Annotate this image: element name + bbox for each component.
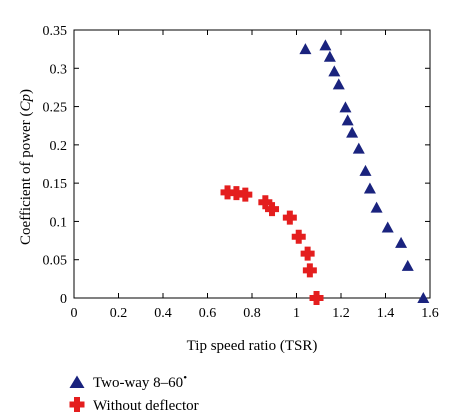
y-axis-title-prefix: Coefficient of power ( (18, 112, 34, 245)
data-point-triangle (328, 65, 341, 77)
data-point-triangle (299, 43, 312, 55)
data-point-triangle (341, 114, 354, 126)
series-0 (299, 39, 430, 303)
legend-item-without-deflector: Without deflector (69, 397, 199, 414)
legend-label-two-way: Two-way 8–60• (93, 372, 187, 391)
data-point-triangle (346, 126, 359, 138)
data-point-triangle (363, 182, 376, 194)
legend-marker-triangle (69, 375, 85, 388)
plot-frame (73, 29, 431, 299)
x-tick-label: 0.6 (199, 306, 217, 321)
data-point-triangle (401, 259, 414, 271)
y-axis-title-suffix: ) (18, 89, 34, 94)
y-tick-label: 0.35 (43, 24, 68, 39)
legend-marker-plus (69, 397, 85, 412)
y-tick-label: 0.2 (50, 139, 68, 154)
legend: Two-way 8–60• Without deflector (69, 372, 199, 414)
data-point-triangle (381, 221, 394, 233)
x-tick-label: 0 (71, 306, 78, 321)
data-point-plus (258, 195, 273, 210)
data-point-triangle (332, 78, 345, 90)
y-tick-label: 0.3 (50, 62, 68, 77)
data-point-plus (291, 229, 306, 244)
y-axis-title-symbol: Cp (18, 94, 34, 112)
x-tick-label: 0.8 (243, 306, 261, 321)
y-axis-title: Coefficient of power (Cp) (18, 89, 34, 245)
legend-label-without-deflector: Without deflector (93, 398, 199, 414)
data-point-plus (302, 263, 317, 278)
x-tick-label: 1 (293, 306, 300, 321)
y-tick-label: 0.15 (43, 177, 68, 192)
data-point-triangle (370, 201, 383, 213)
data-point-plus (220, 185, 235, 200)
x-tick-label: 1.2 (332, 306, 350, 321)
data-point-triangle (395, 236, 408, 248)
data-point-triangle (339, 101, 352, 113)
x-tick-label: 0.2 (110, 306, 128, 321)
data-point-plus (238, 187, 253, 202)
legend-label-two-way-text: Two-way 8–60 (93, 375, 183, 391)
x-tick-label: 1.6 (421, 306, 439, 321)
data-point-triangle (359, 164, 372, 176)
data-point-plus (265, 202, 280, 217)
x-tick-label: 0.4 (154, 306, 172, 321)
data-point-plus (229, 186, 244, 201)
y-tick-label: 0.05 (43, 254, 68, 269)
data-point-plus (309, 291, 324, 305)
y-tick-label: 0 (60, 292, 67, 307)
data-point-triangle (417, 292, 430, 303)
data-point-triangle (319, 39, 332, 51)
x-axis-title: Tip speed ratio (TSR) (187, 338, 318, 354)
legend-label-two-way-sup: • (183, 372, 187, 384)
x-tick-label: 1.4 (377, 306, 395, 321)
data-point-plus (282, 210, 297, 225)
legend-item-two-way: Two-way 8–60• (69, 372, 187, 391)
y-tick-label: 0.1 (50, 215, 68, 230)
y-tick-label: 0.25 (43, 101, 68, 116)
data-point-triangle (323, 50, 336, 62)
series-1 (220, 185, 324, 305)
data-point-plus (300, 246, 315, 261)
data-point-triangle (352, 142, 365, 154)
